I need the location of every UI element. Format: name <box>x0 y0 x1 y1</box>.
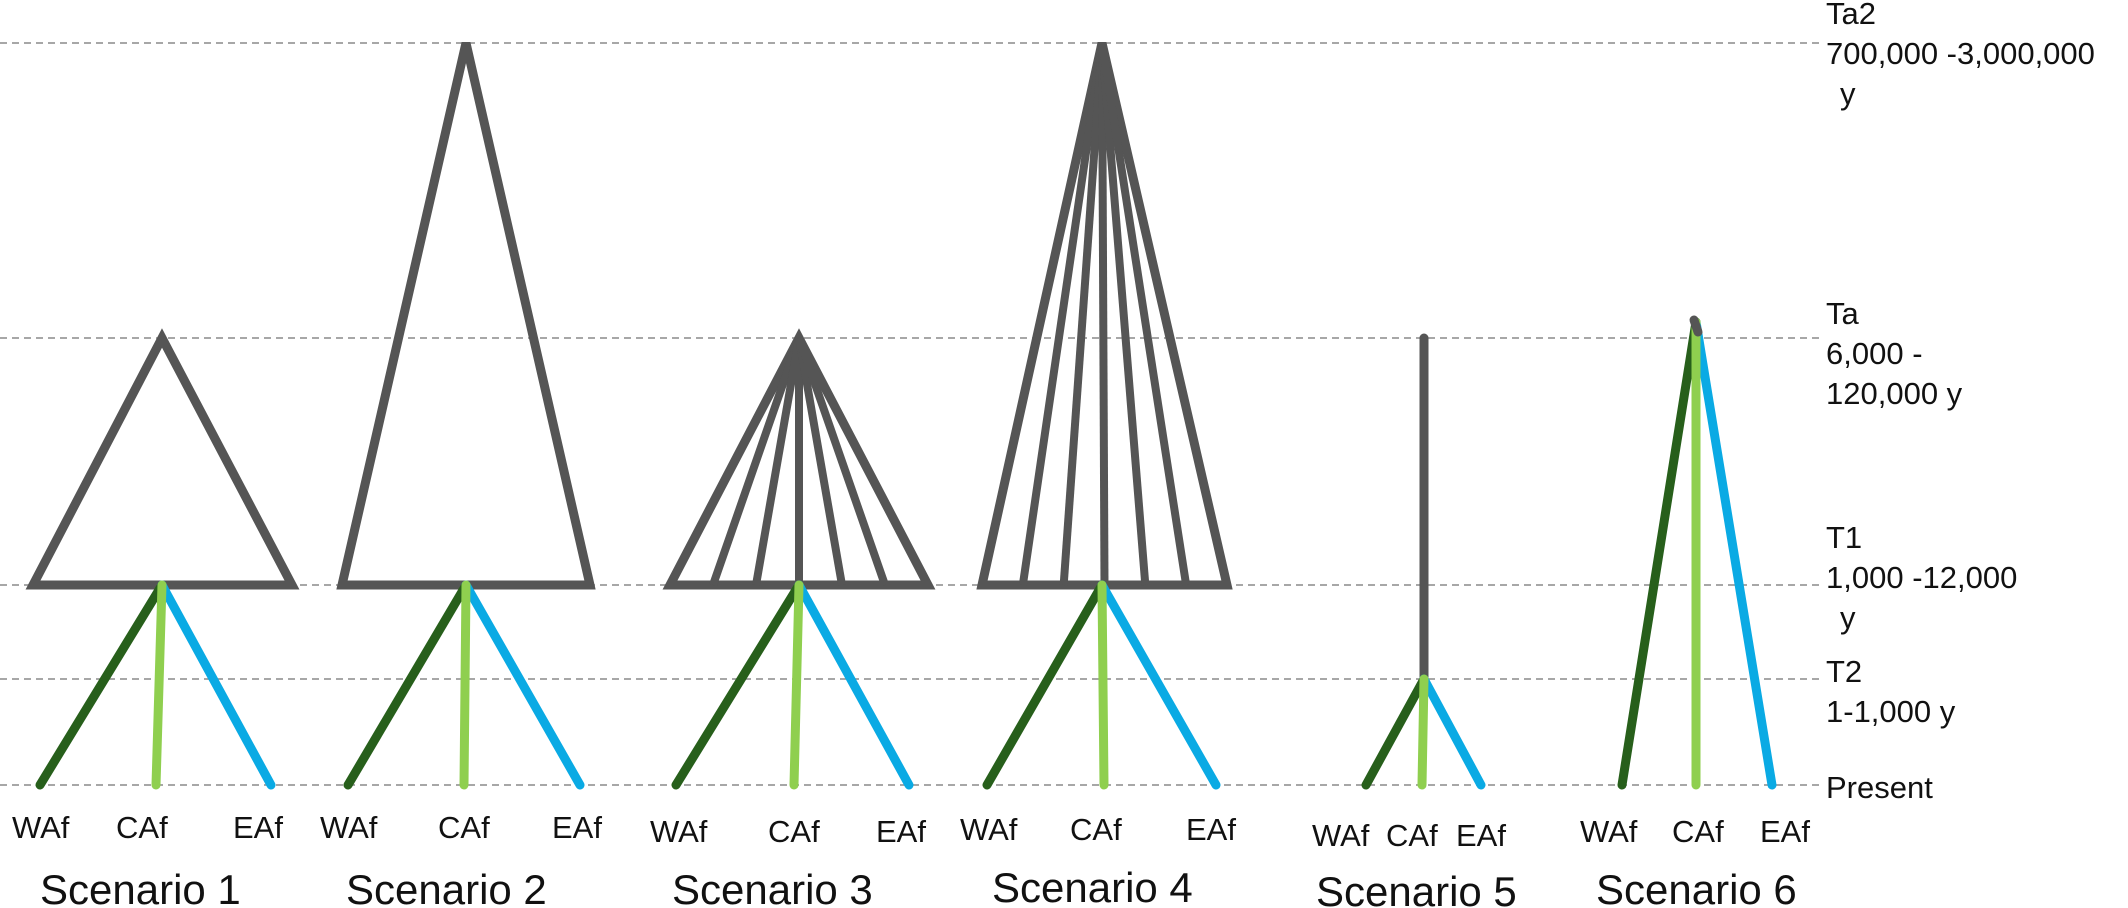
branch-waf <box>982 580 1107 790</box>
leaf-label-waf: WAf <box>1580 814 1638 849</box>
leaf-label-caf: CAf <box>1070 812 1122 847</box>
branch-waf <box>1361 674 1429 790</box>
branch-caf <box>789 580 804 790</box>
time-label-line: Present <box>1826 770 1933 805</box>
branch-eaf <box>1097 580 1221 790</box>
time-label-t1: T1 1,000 -12,000 y <box>1826 520 2017 635</box>
branch-waf <box>671 580 804 790</box>
branch-caf <box>151 580 167 790</box>
time-label-ta2: Ta2 700,000 -3,000,000 y <box>1826 0 2095 111</box>
leaf-label-caf: CAf <box>438 810 490 845</box>
branch-eaf <box>1691 317 1777 790</box>
time-label-line: 1,000 -12,000 <box>1826 560 2017 595</box>
branch-eaf <box>1419 674 1486 790</box>
leaf-label-eaf: EAf <box>552 810 602 845</box>
time-label-line: 6,000 - <box>1826 336 1923 371</box>
leaf-label-waf: WAf <box>650 814 708 849</box>
ancestral-tip <box>1689 315 1703 337</box>
time-axis-labels: Ta2 700,000 -3,000,000 y Ta 6,000 - 120,000 y… <box>1826 0 2095 805</box>
time-label-line: Ta2 <box>1826 0 1876 31</box>
time-label-line: 700,000 -3,000,000 <box>1826 36 2095 71</box>
time-label-ta: Ta 6,000 - 120,000 y <box>1826 296 1963 411</box>
leaf-label-eaf: EAf <box>876 814 926 849</box>
ancestral-lineage-line <box>1059 42 1106 586</box>
ancestral-lineage-line <box>1018 42 1106 586</box>
branch-waf <box>35 580 167 790</box>
time-label-line: T2 <box>1826 654 1862 689</box>
time-label-present: Present <box>1826 770 1933 805</box>
scenario-1: WAf CAf EAf Scenario 1 <box>12 328 300 908</box>
time-label-t2: T2 1-1,000 y <box>1826 654 1956 729</box>
branch-eaf <box>461 580 585 790</box>
leaf-label-caf: CAf <box>768 814 820 849</box>
scenario-title: Scenario 2 <box>346 866 547 908</box>
leaf-label-eaf: EAf <box>1456 818 1506 853</box>
ancestral-lineage-line <box>1098 42 1109 586</box>
branch-caf <box>1097 580 1109 790</box>
branch-waf <box>343 580 471 790</box>
leaf-label-eaf: EAf <box>233 810 283 845</box>
leaf-label-caf: CAf <box>116 810 168 845</box>
leaf-label-waf: WAf <box>1312 818 1370 853</box>
leaf-label-eaf: EAf <box>1186 812 1236 847</box>
time-label-line: 1-1,000 y <box>1826 694 1956 729</box>
time-label-line: 120,000 y <box>1826 376 1963 411</box>
scenario-6: WAf CAf EAf Scenario 6 <box>1580 315 1810 908</box>
scenario-title: Scenario 1 <box>40 866 241 908</box>
leaf-label-caf: CAf <box>1672 814 1724 849</box>
branch-waf <box>1617 317 1701 790</box>
branch-eaf <box>794 580 914 790</box>
leaf-label-waf: WAf <box>12 810 70 845</box>
time-label-line: y <box>1840 600 1856 635</box>
scenario-4: WAf CAf EAf Scenario 4 <box>960 41 1236 908</box>
branch-caf <box>1417 674 1429 790</box>
ancestral-lineage-line <box>752 337 803 586</box>
scenario-title: Scenario 5 <box>1316 868 1517 908</box>
scenario-title: Scenario 6 <box>1596 866 1797 908</box>
time-label-line: T1 <box>1826 520 1862 555</box>
time-label-line: Ta <box>1826 296 1860 331</box>
ancestral-lineage-line <box>795 337 846 586</box>
ancestral-population-triangle <box>25 328 300 590</box>
scenario-title: Scenario 3 <box>672 866 873 908</box>
branch-caf <box>459 580 471 790</box>
ancestral-lineage-line <box>709 336 803 587</box>
ancestral-lineage-line <box>795 336 889 587</box>
scenario-title: Scenario 4 <box>992 864 1193 908</box>
ancestral-lineage-line <box>1098 42 1150 586</box>
scenario-5: WAf CAf EAf Scenario 5 <box>1312 333 1517 908</box>
time-label-line: y <box>1840 76 1856 111</box>
time-guide-lines <box>0 42 1822 786</box>
leaf-label-eaf: EAf <box>1760 814 1810 849</box>
branch-eaf <box>157 580 276 790</box>
ancestral-lineage-line <box>1098 42 1191 586</box>
leaf-label-waf: WAf <box>320 810 378 845</box>
leaf-label-caf: CAf <box>1386 818 1438 853</box>
leaf-label-waf: WAf <box>960 812 1018 847</box>
ancestral-population-triangle <box>336 41 596 590</box>
